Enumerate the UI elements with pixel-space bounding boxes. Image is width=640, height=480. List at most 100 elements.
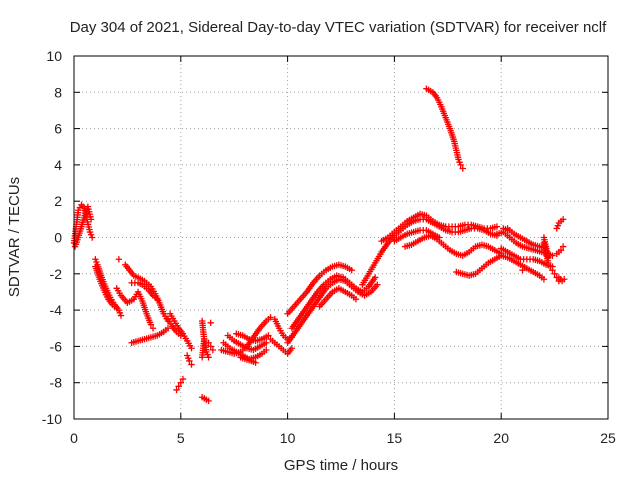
data-point-marker bbox=[198, 354, 206, 361]
x-tick-label: 5 bbox=[177, 430, 185, 446]
series-trace-25 bbox=[316, 285, 360, 310]
data-point-marker bbox=[544, 254, 552, 261]
data-point-marker bbox=[188, 345, 195, 352]
data-point-marker bbox=[557, 247, 565, 254]
data-point-marker bbox=[519, 266, 526, 274]
x-tick-label: 25 bbox=[600, 430, 616, 446]
series-trace-8 bbox=[128, 325, 172, 346]
data-point-marker bbox=[175, 383, 182, 390]
series-trace-18 bbox=[233, 330, 272, 345]
data-point-marker bbox=[177, 332, 184, 339]
series-trace-2 bbox=[71, 203, 95, 250]
data-point-marker bbox=[561, 276, 568, 283]
series-trace-5 bbox=[113, 285, 157, 332]
data-point-marker bbox=[115, 256, 123, 263]
data-point-marker bbox=[540, 276, 548, 283]
x-tick-label: 20 bbox=[493, 430, 509, 446]
y-tick-label: 0 bbox=[54, 230, 62, 246]
series-trace-9 bbox=[166, 310, 195, 352]
data-point-marker bbox=[352, 296, 360, 303]
y-tick-label: 2 bbox=[54, 193, 62, 209]
data-point-marker bbox=[207, 319, 214, 327]
data-point-marker bbox=[149, 325, 157, 332]
data-point-marker bbox=[147, 321, 155, 328]
y-tick-label: 8 bbox=[54, 84, 62, 100]
series-trace-12 bbox=[173, 375, 187, 394]
series-trace-24 bbox=[288, 272, 379, 332]
data-point-marker bbox=[559, 243, 567, 250]
series-trace-22 bbox=[284, 261, 355, 317]
grid-lines bbox=[74, 56, 608, 419]
data-point-marker bbox=[504, 227, 511, 234]
data-point-marker bbox=[205, 397, 212, 405]
x-tick-label: 0 bbox=[70, 430, 78, 446]
series-trace-30 bbox=[423, 85, 466, 172]
x-tick-label: 15 bbox=[387, 430, 403, 446]
data-point-marker bbox=[164, 325, 172, 332]
series-trace-11 bbox=[184, 352, 195, 368]
data-point-marker bbox=[267, 314, 274, 321]
data-point-marker bbox=[549, 266, 556, 274]
series-trace-20 bbox=[267, 335, 296, 357]
data-point-marker bbox=[459, 165, 466, 172]
y-tick-label: -10 bbox=[42, 411, 62, 427]
data-point-marker bbox=[551, 270, 558, 277]
series-trace-27 bbox=[378, 210, 501, 245]
x-tick-labels: 0 5 10 15 20 25 bbox=[70, 430, 616, 446]
data-point-marker bbox=[205, 354, 212, 361]
y-axis-label: SDTVAR / TECUs bbox=[6, 177, 23, 297]
data-point-marker bbox=[186, 357, 193, 365]
data-point-marker bbox=[348, 266, 355, 274]
series-trace-36 bbox=[553, 216, 568, 285]
data-point-marker bbox=[371, 274, 379, 281]
data-point-marker bbox=[288, 345, 296, 352]
data-point-marker bbox=[547, 263, 554, 270]
data-markers bbox=[70, 85, 568, 405]
data-point-marker bbox=[493, 223, 501, 230]
y-tick-label: -6 bbox=[50, 338, 63, 354]
data-point-marker bbox=[179, 375, 187, 383]
data-point-marker bbox=[154, 296, 161, 303]
series-trace-29 bbox=[401, 232, 505, 259]
data-point-marker bbox=[87, 216, 95, 223]
x-tick-label: 10 bbox=[280, 430, 296, 446]
y-tick-label: -8 bbox=[50, 375, 63, 391]
series-trace-3 bbox=[92, 256, 125, 319]
series-trace-32 bbox=[493, 228, 556, 259]
series-trace-19 bbox=[237, 354, 259, 366]
data-point-marker bbox=[117, 312, 125, 319]
series-trace-7 bbox=[128, 279, 161, 303]
y-tick-label: -4 bbox=[50, 302, 63, 318]
data-point-marker bbox=[252, 359, 259, 366]
data-point-marker bbox=[374, 281, 381, 288]
data-point-marker bbox=[209, 346, 217, 354]
data-point-marker bbox=[263, 346, 270, 354]
y-tick-label: -2 bbox=[50, 266, 63, 282]
series-trace-31 bbox=[453, 252, 548, 283]
data-point-marker bbox=[177, 379, 184, 386]
series-trace-10 bbox=[164, 315, 184, 339]
series-trace-37 bbox=[115, 225, 552, 361]
data-point-marker bbox=[173, 386, 180, 394]
data-point-marker bbox=[559, 216, 567, 223]
series-trace-14 bbox=[205, 339, 217, 354]
data-point-marker bbox=[263, 339, 270, 346]
y-tick-label: 4 bbox=[54, 157, 62, 173]
data-point-marker bbox=[457, 161, 464, 169]
series-trace-13 bbox=[198, 317, 214, 405]
y-tick-label: 6 bbox=[54, 121, 62, 137]
x-axis-label: GPS time / hours bbox=[284, 457, 398, 474]
data-point-marker bbox=[88, 234, 96, 241]
data-point-marker bbox=[113, 305, 120, 312]
data-point-marker bbox=[265, 332, 272, 339]
y-tick-label: 10 bbox=[46, 48, 62, 64]
plot-frame bbox=[73, 55, 609, 420]
data-point-marker bbox=[188, 361, 195, 368]
series-trace-4 bbox=[92, 263, 120, 312]
y-tick-labels: -10 -8 -6 -4 -2 0 2 4 6 8 10 bbox=[42, 48, 62, 427]
data-point-marker bbox=[544, 259, 552, 267]
data-point-marker bbox=[205, 339, 212, 346]
chart-title: Day 304 of 2021, Sidereal Day-to-day VTE… bbox=[70, 19, 607, 36]
data-point-marker bbox=[207, 343, 214, 350]
